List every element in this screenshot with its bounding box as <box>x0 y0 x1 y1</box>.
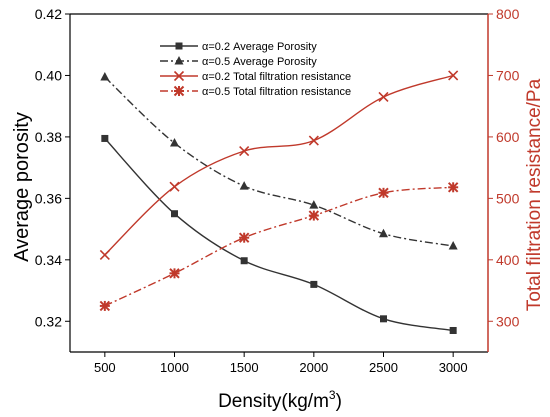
x-tick-label: 3000 <box>439 360 468 375</box>
series-4-point <box>378 187 389 199</box>
series-line-2 <box>104 76 454 247</box>
legend-marker-2 <box>174 56 184 65</box>
y-left-tick-label: 0.40 <box>35 67 62 83</box>
series-4-point <box>308 210 320 221</box>
legend-label-1: α=0.2 Average Porosity <box>202 41 317 53</box>
x-tick-label: 500 <box>94 360 116 375</box>
series-3-point <box>169 181 180 192</box>
series-2-point <box>379 228 388 238</box>
series-3-point <box>378 91 389 103</box>
y-left-tick-label: 0.32 <box>35 313 62 329</box>
y-left-tick-label: 0.36 <box>35 190 62 206</box>
x-tick-label: 2000 <box>299 360 328 375</box>
legend-marker-4 <box>173 85 185 97</box>
x-tick-label: 2500 <box>369 360 398 375</box>
x-axis-label-main: Density(kg/m <box>218 391 329 412</box>
x-axis-label: Density(kg/m3) <box>218 388 342 412</box>
legend-marker-1 <box>175 42 183 50</box>
series-3-point <box>448 70 459 81</box>
y-right-tick-label: 600 <box>496 129 520 145</box>
series-1-point <box>310 280 318 288</box>
y-right-tick-label: 700 <box>496 67 520 83</box>
y-axis-right-label: Total filtration resistance/Pa <box>524 78 545 311</box>
y-right-tick-label: 300 <box>496 313 520 329</box>
x-axis-label-superscript: 3 <box>329 388 336 402</box>
y-axis-left-label: Average porosity <box>11 112 33 262</box>
legend: α=0.2 Average Porosity α=0.5 Average Poro… <box>160 41 351 98</box>
legend-label-2: α=0.5 Average Porosity <box>202 56 317 68</box>
series-line-4 <box>104 186 454 307</box>
series-1-point <box>171 210 178 218</box>
y-right-tick-label: 500 <box>496 190 520 206</box>
series-4-point <box>447 182 459 193</box>
y-right-tick-label: 400 <box>496 252 520 268</box>
series-2-point <box>239 181 249 190</box>
series-2-point <box>309 200 319 209</box>
y-left-tick-label: 0.42 <box>35 6 62 22</box>
series-2-point <box>170 138 179 147</box>
series-1-point <box>449 326 457 334</box>
series-1-point <box>240 257 248 265</box>
series-3-point <box>308 135 319 146</box>
x-axis-label-close: ) <box>336 391 342 412</box>
axes-frame: 500 1000 1500 2000 2500 3000 0.32 0.34 0.36 0.38 0… <box>35 6 520 375</box>
series-3-point <box>99 249 110 260</box>
series-line-1 <box>104 137 454 332</box>
x-tick-label: 1500 <box>230 360 259 375</box>
series-4-point <box>169 268 180 279</box>
series-4-point <box>238 232 250 243</box>
legend-label-3: α=0.2 Total filtration resistance <box>202 71 351 83</box>
series-4-point <box>99 300 111 312</box>
series-markers <box>99 70 459 334</box>
series-2-point <box>448 240 458 250</box>
series-lines <box>104 74 454 332</box>
y-left-tick-label: 0.34 <box>35 252 62 268</box>
series-line-3 <box>104 74 454 256</box>
y-right-tick-label: 800 <box>496 6 520 22</box>
legend-marker-3 <box>173 70 185 82</box>
series-2-point <box>100 71 110 81</box>
x-tick-label: 1000 <box>160 360 189 375</box>
series-3-point <box>239 145 250 157</box>
series-1-point <box>101 134 109 142</box>
legend-label-4: α=0.5 Total filtration resistance <box>202 86 351 98</box>
y-left-tick-label: 0.38 <box>35 129 62 145</box>
series-1-point <box>380 315 387 323</box>
